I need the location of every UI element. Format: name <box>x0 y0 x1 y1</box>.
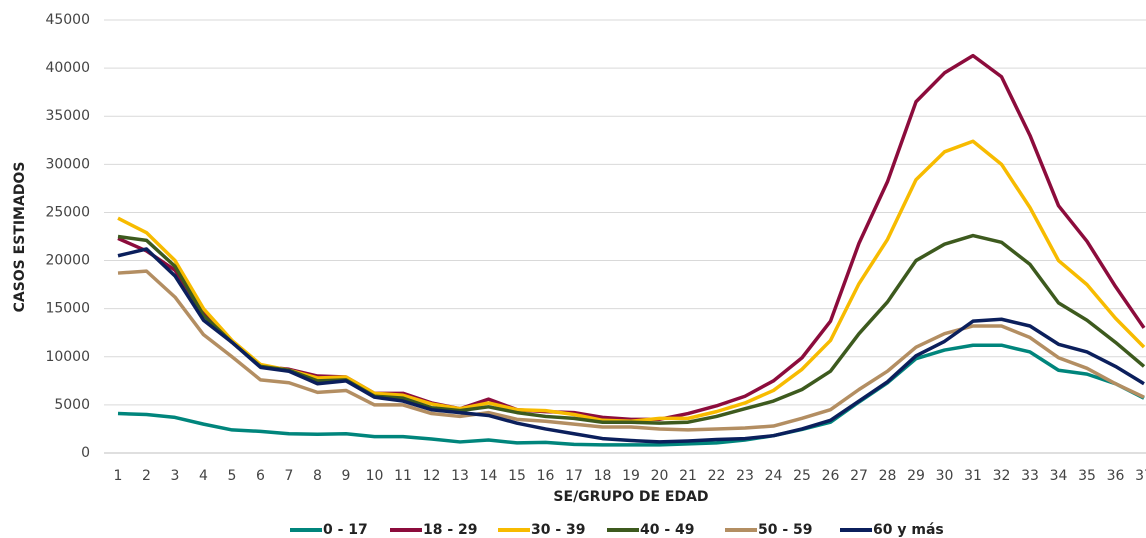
series-line <box>117 139 1146 423</box>
x-tick-label: 16 <box>537 468 555 484</box>
series-line <box>117 53 1146 422</box>
x-tick-label: 20 <box>651 468 669 484</box>
x-tick-label: 12 <box>423 468 441 484</box>
y-tick-label: 10000 <box>45 349 90 365</box>
x-tick-label: 35 <box>1078 468 1096 484</box>
x-tick-label: 27 <box>850 468 868 484</box>
x-tick-label: 34 <box>1050 468 1068 484</box>
x-tick-label: 4 <box>199 468 208 484</box>
x-tick-label: 18 <box>594 468 612 484</box>
x-tick-label: 37 <box>1135 468 1146 484</box>
y-tick-label: 40000 <box>45 60 90 76</box>
x-tick-label: 6 <box>256 468 265 484</box>
x-tick-label: 1 <box>114 468 123 484</box>
x-tick-label: 24 <box>765 468 783 484</box>
x-tick-label: 2 <box>142 468 151 484</box>
x-tick-label: 15 <box>508 468 526 484</box>
y-tick-label: 0 <box>81 445 90 461</box>
x-tick-label: 32 <box>993 468 1011 484</box>
legend-label: 30 - 39 <box>531 522 586 538</box>
legend-label: 18 - 29 <box>423 522 478 538</box>
x-tick-label: 9 <box>342 468 351 484</box>
y-tick-label: 35000 <box>45 108 90 124</box>
legend-label: 40 - 49 <box>640 522 695 538</box>
y-tick-label: 25000 <box>45 204 90 220</box>
x-tick-label: 29 <box>907 468 925 484</box>
x-tick-label: 10 <box>366 468 384 484</box>
x-tick-label: 19 <box>622 468 640 484</box>
x-tick-label: 31 <box>964 468 982 484</box>
x-tick-label: 7 <box>285 468 294 484</box>
x-tick-label: 22 <box>708 468 726 484</box>
x-tick-label: 8 <box>313 468 322 484</box>
x-tick-label: 13 <box>451 468 469 484</box>
x-tick-label: 11 <box>394 468 412 484</box>
x-tick-label: 23 <box>736 468 754 484</box>
y-tick-label: 20000 <box>45 253 90 269</box>
x-tick-label: 33 <box>1021 468 1039 484</box>
x-axis-title: SE/GRUPO DE EDAD <box>553 489 708 505</box>
y-tick-label: 30000 <box>45 156 90 172</box>
y-tick-label: 5000 <box>54 397 90 413</box>
x-tick-label: 5 <box>228 468 237 484</box>
x-tick-label: 36 <box>1107 468 1125 484</box>
series-line <box>117 247 1145 444</box>
y-tick-label: 15000 <box>45 301 90 317</box>
y-tick-label: 45000 <box>45 12 90 28</box>
legend-label: 0 - 17 <box>323 522 368 538</box>
legend-label: 50 - 59 <box>758 522 813 538</box>
x-tick-label: 30 <box>936 468 954 484</box>
legend-label: 60 y más <box>873 522 944 538</box>
x-tick-label: 3 <box>171 468 180 484</box>
y-axis-title: CASOS ESTIMADOS <box>12 162 28 313</box>
x-tick-label: 14 <box>480 468 498 484</box>
series-line <box>117 233 1146 425</box>
x-tick-label: 17 <box>565 468 583 484</box>
series-line <box>117 343 1145 447</box>
x-tick-label: 21 <box>679 468 697 484</box>
series-line <box>117 269 1145 432</box>
x-tick-label: 26 <box>822 468 840 484</box>
x-tick-label: 28 <box>879 468 897 484</box>
x-tick-label: 25 <box>793 468 811 484</box>
